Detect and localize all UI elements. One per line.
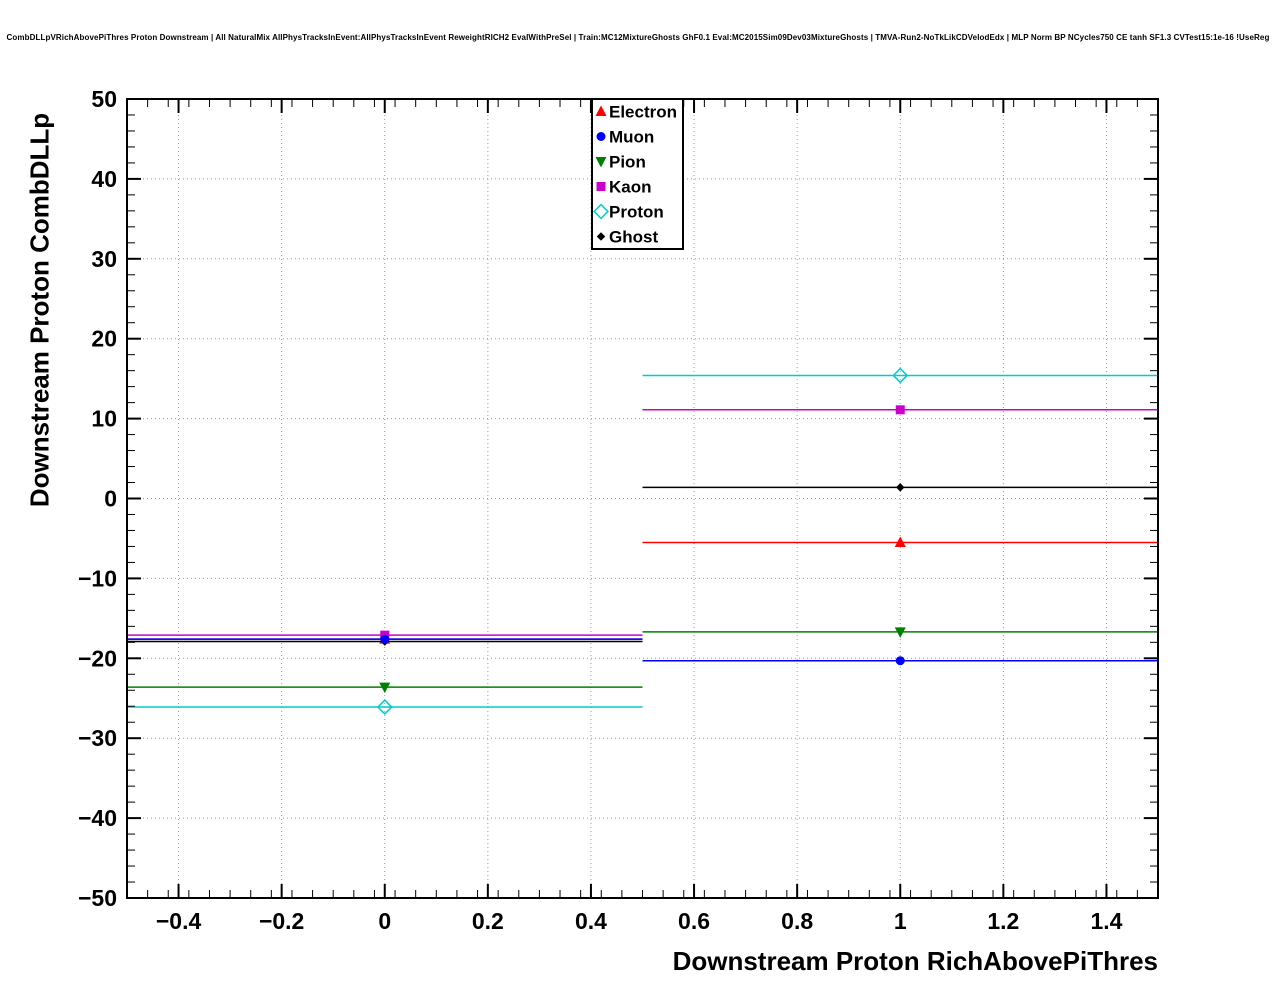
proton-marker-icon (376, 699, 393, 715)
legend-item-electron: Electron (595, 103, 677, 122)
legend-marker-muon-icon (596, 132, 606, 141)
y-tick-label: 10 (91, 406, 117, 432)
legend-item-proton: Proton (593, 203, 664, 222)
y-axis-title: Downstream Proton CombDLLp (24, 112, 55, 508)
legend-marker-ghost-icon (596, 232, 606, 241)
y-tick-label: −20 (78, 645, 117, 671)
y-tick-label: 20 (91, 326, 117, 352)
y-tick-label: 30 (91, 246, 117, 272)
x-axis-title: Downstream Proton RichAbovePiThres (672, 946, 1158, 976)
y-tick-labels: −50 −40 −30 −20 −10 0 10 20 30 40 50 (78, 86, 117, 911)
legend-label-proton: Proton (609, 203, 664, 222)
plot-title: CombDLLpVRichAbovePiThres Proton Downstr… (6, 33, 1270, 42)
y-tick-label: 40 (91, 166, 117, 192)
y-tick-label: 50 (91, 86, 117, 112)
legend-label-muon: Muon (609, 128, 654, 147)
legend-marker-electron-icon (595, 105, 607, 116)
legend-marker-pion-icon (595, 157, 607, 168)
x-tick-label: 1.4 (1090, 908, 1122, 934)
pion-marker-icon (379, 682, 391, 694)
legend-label-electron: Electron (609, 103, 677, 122)
legend-box (591, 98, 684, 250)
y-tick-label: −30 (78, 725, 117, 751)
legend-label-kaon: Kaon (609, 178, 652, 197)
proton-marker-icon (892, 367, 909, 384)
kaon-marker-icon (895, 405, 905, 415)
x-tick-label: 0.4 (575, 908, 607, 934)
legend-item-pion: Pion (595, 153, 646, 172)
legend-item-ghost: Ghost (596, 228, 658, 247)
x-tick-label: 0 (378, 908, 391, 934)
x-tick-label: 1 (894, 908, 907, 934)
legend: Electron Muon Pion Kaon Proton Ghost (591, 98, 684, 250)
x-tick-label: −0.4 (156, 908, 202, 934)
series-pion (127, 627, 1158, 694)
legend-label-pion: Pion (609, 153, 646, 172)
pion-marker-icon (894, 627, 906, 638)
muon-marker-icon (895, 656, 905, 666)
legend-label-ghost: Ghost (609, 228, 658, 247)
x-tick-label: −0.2 (259, 908, 304, 934)
muon-marker-icon (380, 634, 390, 644)
legend-marker-proton-icon (593, 203, 609, 220)
series-proton (127, 367, 1158, 715)
x-tick-labels: −0.4 −0.2 0 0.2 0.4 0.6 0.8 1 1.2 1.4 (156, 908, 1123, 934)
legend-item-muon: Muon (596, 128, 654, 147)
legend-marker-kaon-icon (596, 182, 606, 191)
y-tick-label: −10 (78, 565, 117, 591)
x-tick-label: 0.2 (472, 908, 504, 934)
ghost-marker-icon (896, 483, 905, 492)
y-tick-label: 0 (104, 486, 117, 512)
electron-marker-icon (894, 536, 906, 547)
legend-item-kaon: Kaon (596, 178, 652, 197)
series-muon (127, 634, 1158, 666)
x-tick-label: 0.8 (781, 908, 813, 934)
x-tick-label: 0.6 (678, 908, 710, 934)
y-tick-label: −50 (78, 885, 117, 911)
y-tick-label: −40 (78, 805, 117, 831)
x-tick-label: 1.2 (987, 908, 1019, 934)
